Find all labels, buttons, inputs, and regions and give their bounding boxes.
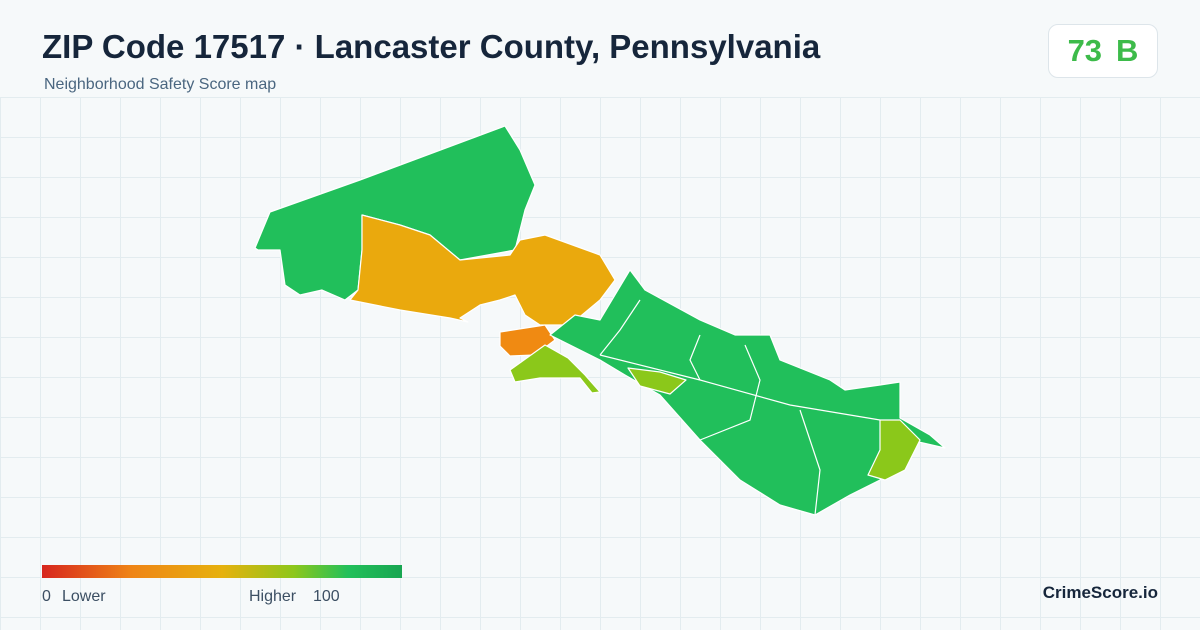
brand: CrimeScore.io bbox=[1042, 583, 1158, 602]
legend-min: 0 bbox=[42, 588, 51, 605]
region bbox=[867, 419, 921, 481]
legend-max-label: Higher bbox=[249, 588, 297, 605]
legend-max: 100 bbox=[313, 588, 340, 605]
map-grid bbox=[0, 97, 1200, 630]
region bbox=[627, 367, 687, 395]
region bbox=[349, 214, 616, 326]
score-value: 73 bbox=[1067, 33, 1103, 68]
score-grade: B bbox=[1116, 33, 1139, 68]
header: ZIP Code 17517 · Lancaster County, Penns… bbox=[0, 0, 1200, 97]
region bbox=[509, 344, 601, 394]
subtitle: Neighborhood Safety Score map bbox=[44, 76, 277, 93]
legend-min-label: Lower bbox=[62, 588, 106, 605]
title: ZIP Code 17517 · Lancaster County, Penns… bbox=[42, 28, 821, 65]
score-badge: 73 B bbox=[1048, 24, 1158, 78]
legend-gradient bbox=[42, 565, 402, 578]
region bbox=[549, 269, 946, 516]
